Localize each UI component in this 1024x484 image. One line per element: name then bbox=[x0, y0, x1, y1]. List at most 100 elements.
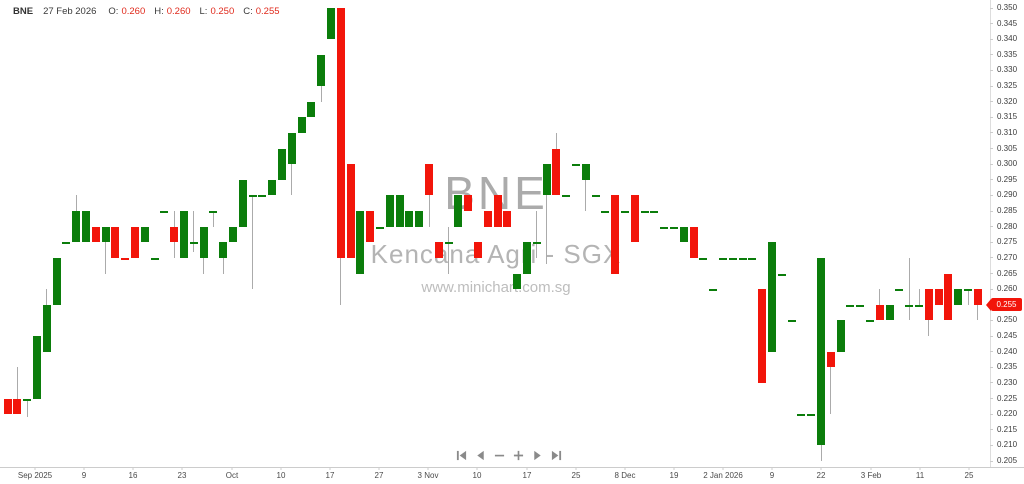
candle-body bbox=[385, 195, 394, 227]
price-axis: 0.350 0.345 0.340 0.335 0.330 0.325 0.320 0.315… bbox=[990, 0, 1024, 467]
candle-body bbox=[336, 8, 345, 258]
price-axis-tick bbox=[990, 101, 993, 103]
candle-body bbox=[826, 351, 835, 368]
price-axis-label: 0.265 bbox=[997, 268, 1018, 278]
candle-body bbox=[395, 195, 404, 227]
candle-body bbox=[591, 195, 600, 198]
low-field: L: 0.250 bbox=[199, 6, 235, 17]
time-axis-label: 11 bbox=[915, 471, 925, 480]
candle-body bbox=[3, 398, 12, 415]
candle-body bbox=[82, 211, 90, 243]
time-axis-tick bbox=[427, 467, 429, 470]
current-price-value: 0.255 bbox=[996, 300, 1017, 310]
price-axis-tick bbox=[990, 429, 993, 431]
candle-body bbox=[660, 226, 669, 229]
price-axis-tick bbox=[990, 163, 993, 165]
time-axis-label: 16 bbox=[128, 471, 138, 480]
time-axis-tick bbox=[673, 467, 675, 470]
candle-body bbox=[317, 54, 326, 87]
price-axis-tick bbox=[990, 179, 993, 181]
price-axis-tick bbox=[990, 69, 993, 71]
price-axis-tick bbox=[990, 132, 993, 134]
time-axis-tick bbox=[526, 467, 528, 470]
skip-end-icon bbox=[551, 450, 562, 461]
candle-wick bbox=[16, 367, 18, 415]
candle-body bbox=[552, 148, 561, 196]
candle-body bbox=[523, 242, 531, 274]
time-axis-label: 10 bbox=[472, 471, 482, 480]
watermark-company: Kencana Agri - SGX bbox=[370, 239, 622, 269]
time-axis-label: 17 bbox=[522, 471, 532, 480]
step-forward-button[interactable] bbox=[531, 448, 543, 462]
close-field: C: 0.255 bbox=[243, 6, 280, 17]
price-axis-line bbox=[990, 0, 991, 467]
candle-body bbox=[719, 257, 727, 260]
price-axis-label: 0.220 bbox=[997, 409, 1018, 419]
candle-wick bbox=[967, 289, 969, 305]
zoom-in-button[interactable] bbox=[512, 448, 524, 462]
zoom-out-button[interactable] bbox=[493, 448, 505, 462]
price-axis-label: 0.295 bbox=[997, 174, 1018, 184]
candle-body bbox=[866, 320, 874, 323]
time-axis-tick bbox=[722, 467, 724, 470]
price-axis-label: 0.205 bbox=[997, 456, 1018, 465]
price-axis-label: 0.250 bbox=[997, 315, 1018, 325]
candlestick-plot[interactable] bbox=[0, 0, 990, 467]
price-axis-tick bbox=[990, 382, 993, 384]
time-axis-label: 3 Feb bbox=[860, 471, 882, 480]
time-axis-tick bbox=[919, 467, 921, 470]
candle-body bbox=[219, 242, 228, 258]
candle-body bbox=[503, 211, 512, 227]
candle-body bbox=[493, 195, 502, 227]
price-axis-label: 0.215 bbox=[997, 424, 1018, 434]
candle-wick bbox=[26, 398, 28, 418]
price-axis-label: 0.310 bbox=[997, 127, 1018, 137]
minus-icon bbox=[494, 450, 505, 461]
price-axis-label: 0.230 bbox=[997, 377, 1018, 387]
price-axis-label: 0.350 bbox=[997, 3, 1018, 12]
candle-body bbox=[238, 179, 247, 227]
time-axis-tick bbox=[181, 467, 183, 470]
time-axis-label: 17 bbox=[325, 471, 335, 480]
candle-body bbox=[572, 164, 580, 167]
candle-body bbox=[973, 289, 982, 305]
chart-legend: BNE 27 Feb 2026 O: 0.260 H: 0.260 L: 0.250 … bbox=[13, 6, 289, 17]
candle-body bbox=[964, 289, 972, 292]
price-axis-label: 0.320 bbox=[997, 96, 1018, 106]
candle-body bbox=[532, 242, 541, 245]
skip-to-start-button[interactable] bbox=[455, 448, 467, 462]
time-axis-label: 8 Dec bbox=[614, 471, 636, 480]
watermark-url: www.minichart.com.sg bbox=[421, 279, 571, 296]
candle-wick bbox=[918, 289, 920, 305]
step-back-button[interactable] bbox=[474, 448, 486, 462]
candle-body bbox=[356, 211, 365, 274]
candle-body bbox=[248, 195, 257, 198]
price-axis-tick bbox=[990, 210, 993, 212]
time-axis-tick bbox=[83, 467, 85, 470]
symbol-label: BNE bbox=[13, 6, 34, 17]
price-axis-label: 0.235 bbox=[997, 362, 1018, 372]
candle-body bbox=[121, 257, 130, 260]
skip-to-end-button[interactable] bbox=[550, 448, 562, 462]
candle-body bbox=[611, 195, 620, 274]
candle-body bbox=[346, 164, 355, 258]
candle-body bbox=[444, 242, 453, 245]
candle-body bbox=[650, 211, 659, 214]
candle-body bbox=[209, 211, 218, 214]
price-axis-label: 0.270 bbox=[997, 252, 1018, 262]
price-axis-tick bbox=[990, 257, 993, 259]
candle-wick bbox=[585, 164, 587, 212]
time-axis-label: 22 bbox=[816, 471, 826, 480]
candle-body bbox=[699, 257, 708, 260]
candle-body bbox=[768, 242, 776, 352]
price-axis-label: 0.280 bbox=[997, 221, 1018, 231]
candle-body bbox=[454, 195, 463, 227]
price-axis-tick bbox=[990, 319, 993, 321]
time-axis-label: 25 bbox=[964, 471, 974, 480]
candle-body bbox=[327, 8, 335, 40]
candle-wick bbox=[428, 164, 430, 227]
low-value: 0.250 bbox=[210, 6, 235, 17]
candle-wick bbox=[105, 226, 107, 274]
price-axis-tick bbox=[990, 241, 993, 243]
price-axis-tick bbox=[990, 444, 993, 446]
